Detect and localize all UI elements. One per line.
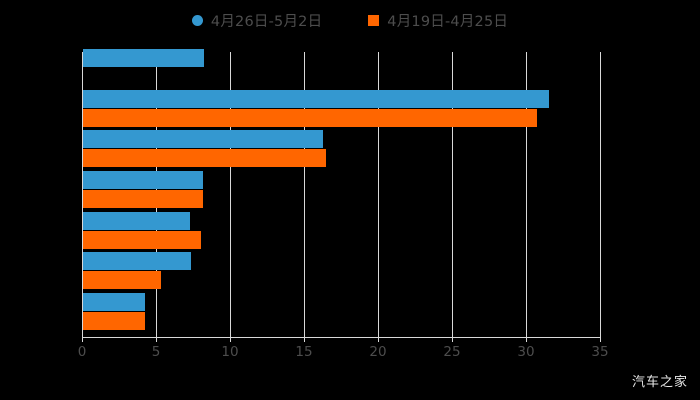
legend-item-series-1[interactable]: 4月26日-5月2日 bbox=[191, 10, 323, 31]
x-tick-label: 25 bbox=[443, 344, 461, 360]
bar-series-1[interactable] bbox=[83, 130, 323, 149]
legend-label-series-1: 4月26日-5月2日 bbox=[210, 14, 323, 30]
gridline bbox=[304, 52, 305, 337]
bar-series-2[interactable] bbox=[83, 230, 202, 249]
x-tick-label: 20 bbox=[369, 344, 387, 360]
gridline bbox=[378, 52, 379, 337]
x-tick-mark bbox=[156, 337, 157, 342]
x-tick-label: 10 bbox=[221, 344, 239, 360]
bar-series-2[interactable] bbox=[83, 108, 538, 127]
x-tick-mark bbox=[304, 337, 305, 342]
gridline bbox=[526, 52, 527, 337]
x-tick-label: 15 bbox=[295, 344, 313, 360]
gridline bbox=[82, 52, 83, 337]
x-tick-mark bbox=[230, 337, 231, 342]
x-tick-mark bbox=[600, 337, 601, 342]
bar-series-2[interactable] bbox=[83, 312, 146, 331]
gridline bbox=[230, 52, 231, 337]
x-tick-label: 0 bbox=[77, 344, 87, 360]
x-tick-label: 5 bbox=[151, 344, 161, 360]
x-tick-label: 30 bbox=[517, 344, 535, 360]
circle-marker-icon bbox=[191, 15, 203, 26]
x-tick-mark bbox=[378, 337, 379, 342]
bar-series-1[interactable] bbox=[83, 293, 146, 312]
x-axis-line bbox=[82, 337, 601, 338]
bar-series-1[interactable] bbox=[83, 48, 205, 67]
legend-item-series-2[interactable]: 4月19日-4月25日 bbox=[368, 10, 508, 31]
bar-series-2[interactable] bbox=[83, 149, 326, 168]
bar-series-2[interactable] bbox=[83, 190, 203, 208]
bar-series-1[interactable] bbox=[83, 89, 550, 108]
gridline bbox=[452, 52, 453, 337]
square-marker-icon bbox=[368, 15, 380, 26]
x-tick-mark bbox=[452, 337, 453, 342]
watermark-label: 汽车之家 bbox=[631, 375, 688, 390]
x-tick-label: 35 bbox=[591, 344, 609, 360]
bar-series-1[interactable] bbox=[83, 252, 192, 271]
bar-series-1[interactable] bbox=[83, 211, 190, 230]
bar-series-1[interactable] bbox=[83, 171, 203, 189]
legend-label-series-2: 4月19日-4月25日 bbox=[387, 14, 509, 30]
gridline bbox=[600, 52, 601, 337]
chart-legend: 4月26日-5月2日 4月19日-4月25日 bbox=[0, 10, 700, 31]
bar-series-2[interactable] bbox=[83, 271, 162, 290]
x-tick-mark bbox=[526, 337, 527, 342]
x-tick-mark bbox=[82, 337, 83, 342]
